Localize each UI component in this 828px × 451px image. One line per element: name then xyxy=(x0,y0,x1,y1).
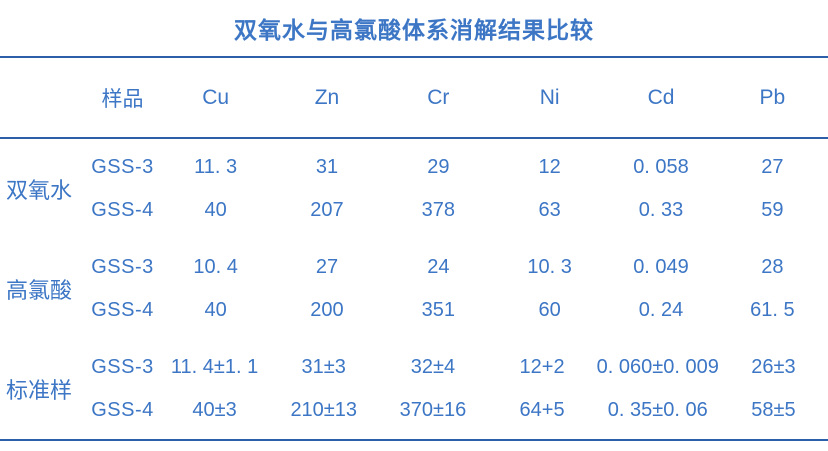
cell-cu: 11. 3 xyxy=(194,156,238,178)
cell-cd: 0. 35±0. 06 xyxy=(607,399,708,421)
cell-cu: 40 xyxy=(204,199,227,221)
sample-label: GSS-4 xyxy=(91,399,154,421)
cell-pb: 59 xyxy=(761,199,784,221)
column-header-cd: Cd xyxy=(647,85,675,109)
cell-ni: 10. 3 xyxy=(527,256,572,278)
cell-cr: 351 xyxy=(421,299,456,321)
group-standard-sample: 标准样 GSS-3 11. 4±1. 1 31±3 32±4 12+2 0. 0… xyxy=(0,339,828,439)
group-label: 高氯酸 xyxy=(6,278,73,303)
cell-ni: 63 xyxy=(538,199,561,221)
column-header-sample: 样品 xyxy=(101,87,144,111)
cell-zn: 31 xyxy=(315,156,339,178)
cell-cd: 0. 24 xyxy=(638,299,684,321)
group-perchloric-acid: 高氯酸 GSS-3 10. 4 27 24 10. 3 0. 049 28 GS… xyxy=(0,239,828,339)
cell-pb: 27 xyxy=(761,156,784,178)
cell-zn: 207 xyxy=(310,199,344,221)
cell-cr: 29 xyxy=(427,156,450,178)
cell-cd: 0. 058 xyxy=(633,156,689,178)
cell-cu: 40±3 xyxy=(192,399,237,421)
cell-zn: 210±13 xyxy=(290,399,358,421)
bottom-border-line xyxy=(0,439,828,441)
cell-pb: 61. 5 xyxy=(750,299,795,321)
cell-cr: 378 xyxy=(421,199,456,221)
sample-label: GSS-3 xyxy=(91,256,154,278)
group-hydrogen-peroxide: 双氧水 GSS-3 11. 3 31 29 12 0. 058 27 GSS-4… xyxy=(0,139,828,239)
cell-cd: 0. 060±0. 009 xyxy=(596,356,719,378)
group-label: 双氧水 xyxy=(6,178,73,203)
cell-ni: 64+5 xyxy=(519,399,565,421)
cell-pb: 58±5 xyxy=(751,399,796,421)
cell-ni: 12 xyxy=(538,156,561,178)
group-label: 标准样 xyxy=(6,378,73,403)
cell-cr: 370±16 xyxy=(399,399,467,421)
cell-cr: 32±4 xyxy=(410,356,456,378)
cell-pb: 26±3 xyxy=(751,356,796,378)
cell-zn: 200 xyxy=(310,299,344,321)
cell-zn: 31±3 xyxy=(301,356,346,378)
cell-cd: 0. 049 xyxy=(633,256,689,278)
cell-zn: 27 xyxy=(315,256,339,278)
cell-cr: 24 xyxy=(427,256,450,278)
cell-cu: 11. 4±1. 1 xyxy=(170,356,259,378)
cell-ni: 60 xyxy=(538,299,561,321)
header-divider-line xyxy=(0,137,828,139)
column-header-cr: Cr xyxy=(427,85,450,109)
column-header-zn: Zn xyxy=(314,85,340,109)
cell-ni: 12+2 xyxy=(519,356,565,378)
column-header-pb: Pb xyxy=(759,85,786,109)
column-header-ni: Ni xyxy=(539,85,560,109)
cell-cu: 10. 4 xyxy=(193,256,238,278)
title-divider-line xyxy=(0,56,828,58)
cell-cu: 40 xyxy=(204,299,227,321)
column-header-cu: Cu xyxy=(202,85,230,109)
cell-pb: 28 xyxy=(761,256,784,278)
sample-label: GSS-4 xyxy=(91,199,154,221)
sample-label: GSS-4 xyxy=(91,299,154,321)
sample-label: GSS-3 xyxy=(91,356,154,378)
table-title: 双氧水与高氯酸体系消解结果比较 xyxy=(234,17,594,43)
cell-cd: 0. 33 xyxy=(638,199,684,221)
table-header-row: 样品 Cu Zn Cr Ni Cd Pb xyxy=(0,58,828,137)
sample-label: GSS-3 xyxy=(91,156,154,178)
